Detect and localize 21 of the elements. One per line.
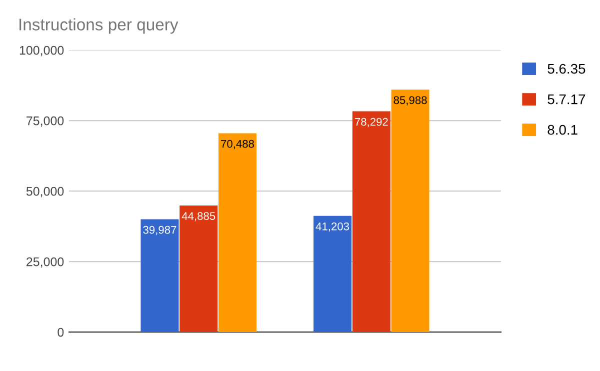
y-tick-label: 0 (58, 328, 64, 337)
legend-label: 5.7.17 (548, 94, 586, 104)
data-label: 39,987 (143, 226, 176, 236)
y-tick-label: 75,000 (26, 116, 64, 127)
bar (180, 205, 218, 332)
data-label: 70,488 (221, 140, 254, 150)
bar (314, 216, 352, 332)
y-tick-label: 100,000 (20, 46, 64, 56)
chart-title: Instructions per query (20, 18, 178, 34)
y-tick-label: 50,000 (26, 186, 64, 198)
bar (391, 90, 430, 332)
data-label: 85,988 (394, 96, 427, 106)
bar (218, 133, 256, 332)
y-tick-label: 25,000 (26, 257, 64, 268)
data-label: 78,292 (354, 118, 388, 128)
legend-label: 5.6.35 (548, 64, 586, 74)
legend-label: 8.0.1 (548, 124, 578, 135)
data-label: 41,203 (316, 222, 350, 232)
data-label: 44,885 (182, 212, 216, 222)
bar (352, 111, 390, 332)
bar (140, 219, 179, 332)
